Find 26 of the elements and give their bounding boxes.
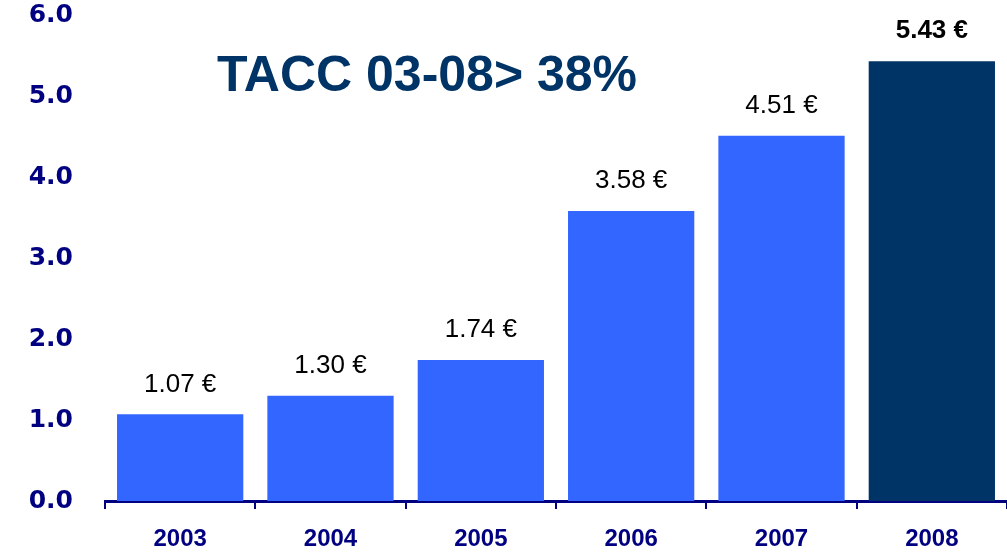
bar	[568, 211, 695, 501]
data-label: 1.30 €	[294, 348, 368, 379]
data-label: 1.74 €	[444, 313, 518, 344]
x-tick-label: 2007	[754, 524, 809, 552]
y-tick-label: 1.0	[28, 403, 73, 433]
x-tick-label: 2004	[303, 524, 358, 552]
y-tick-label: 2.0	[28, 322, 73, 352]
data-label: 1.07 €	[144, 367, 217, 398]
data-label: 5.43 €	[895, 14, 968, 45]
y-tick-label: 4.0	[28, 160, 73, 190]
x-tick-label: 2005	[454, 524, 508, 552]
y-tick-label: 6.0	[28, 0, 73, 28]
bar	[267, 395, 394, 501]
y-tick-label: 0.0	[28, 484, 73, 514]
x-tick-label: 2008	[905, 524, 959, 552]
bar	[117, 414, 244, 501]
data-label: 4.51 €	[745, 88, 819, 119]
bar	[868, 61, 995, 501]
y-tick-label: 5.0	[28, 79, 73, 109]
y-tick-label: 3.0	[28, 241, 73, 271]
x-tick-label: 2003	[153, 524, 207, 552]
annotation: TACC 03-08> 38%	[216, 45, 638, 102]
bar	[417, 360, 544, 501]
data-label: 3.58 €	[595, 164, 668, 195]
x-tick-label: 2006	[604, 524, 658, 552]
bar	[718, 135, 845, 501]
